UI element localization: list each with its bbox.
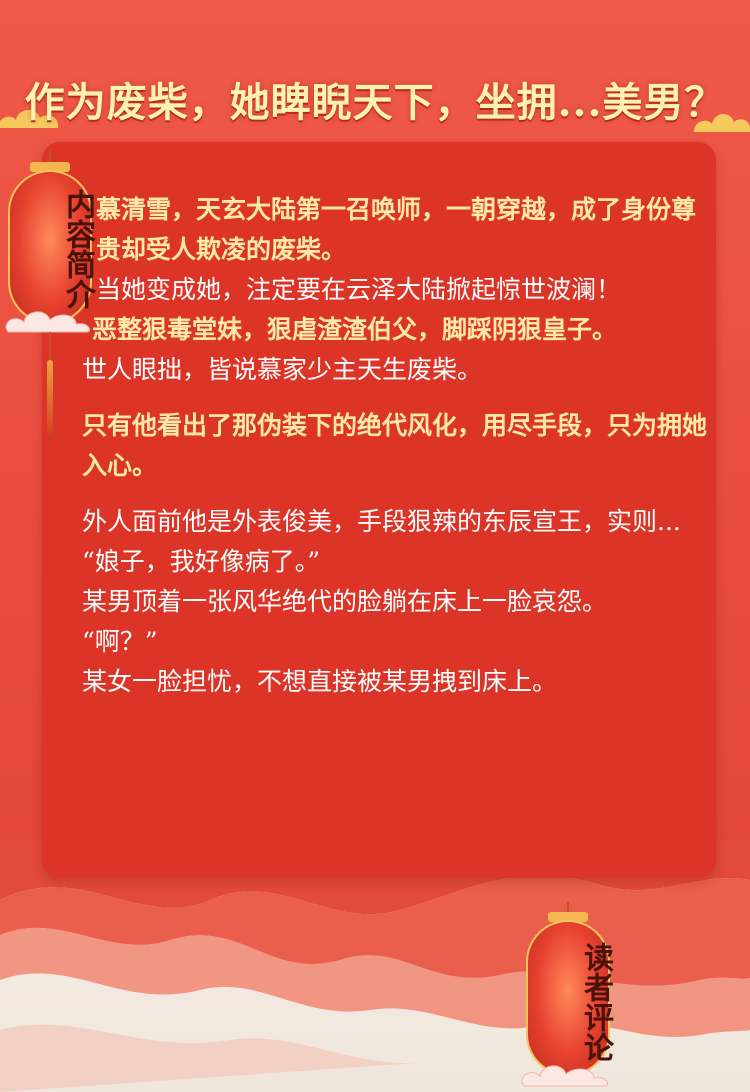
synopsis-line: 某女一脸担忧，不想直接被某男拽到床上。 — [82, 667, 558, 696]
synopsis-line: 恶整狠毒堂妹，狠虐渣渣伯父，脚踩阴狠皇子。 — [92, 315, 618, 344]
cloud-left-decoration — [0, 110, 59, 128]
synopsis-line: 只有他看出了那伪装下的绝代风化，用尽手段，只为拥她入心。 — [82, 411, 708, 480]
lantern-body — [8, 170, 92, 324]
synopsis-line: 当她变成她，注定要在云泽大陆掀起惊世波澜！ — [96, 275, 622, 304]
synopsis-card — [42, 142, 716, 878]
synopsis-line: “娘子，我好像病了。” — [82, 547, 321, 576]
intro-lantern: 内容简介 — [5, 150, 95, 450]
reviews-lantern-label: 读者评论 — [578, 942, 613, 1062]
cloud-icon — [521, 1065, 608, 1087]
lantern-string — [567, 902, 569, 916]
cloud-right-decoration — [694, 114, 750, 132]
lantern-cap — [548, 912, 588, 922]
synopsis-line: 慕清雪，天玄大陆第一召唤师，一朝穿越，成了身份尊贵却受人欺凌的废柴。 — [96, 195, 697, 264]
lantern-string — [49, 332, 51, 362]
synopsis-text: 慕清雪，天玄大陆第一召唤师，一朝穿越，成了身份尊贵却受人欺凌的废柴。 当她变成她… — [82, 192, 712, 702]
intro-lantern-label: 内容简介 — [60, 189, 95, 309]
synopsis-line: 某男顶着一张风华绝代的脸躺在床上一脸哀怨。 — [82, 587, 608, 616]
reviews-lantern: 读者评论 — [521, 902, 613, 1092]
synopsis-line: 世人眼拙，皆说慕家少主天生废柴。 — [82, 355, 483, 384]
synopsis-line: “啊？” — [82, 627, 158, 656]
lantern-tassel — [47, 360, 53, 440]
synopsis-line: 外人面前他是外表俊美，手段狠辣的东辰宣王，实则... — [82, 507, 681, 536]
lantern-string — [49, 150, 51, 164]
page-title: 作为废柴，她睥睨天下，坐拥...美男？ — [24, 79, 726, 126]
cloud-icon — [5, 311, 90, 333]
lantern-cap — [30, 162, 70, 172]
